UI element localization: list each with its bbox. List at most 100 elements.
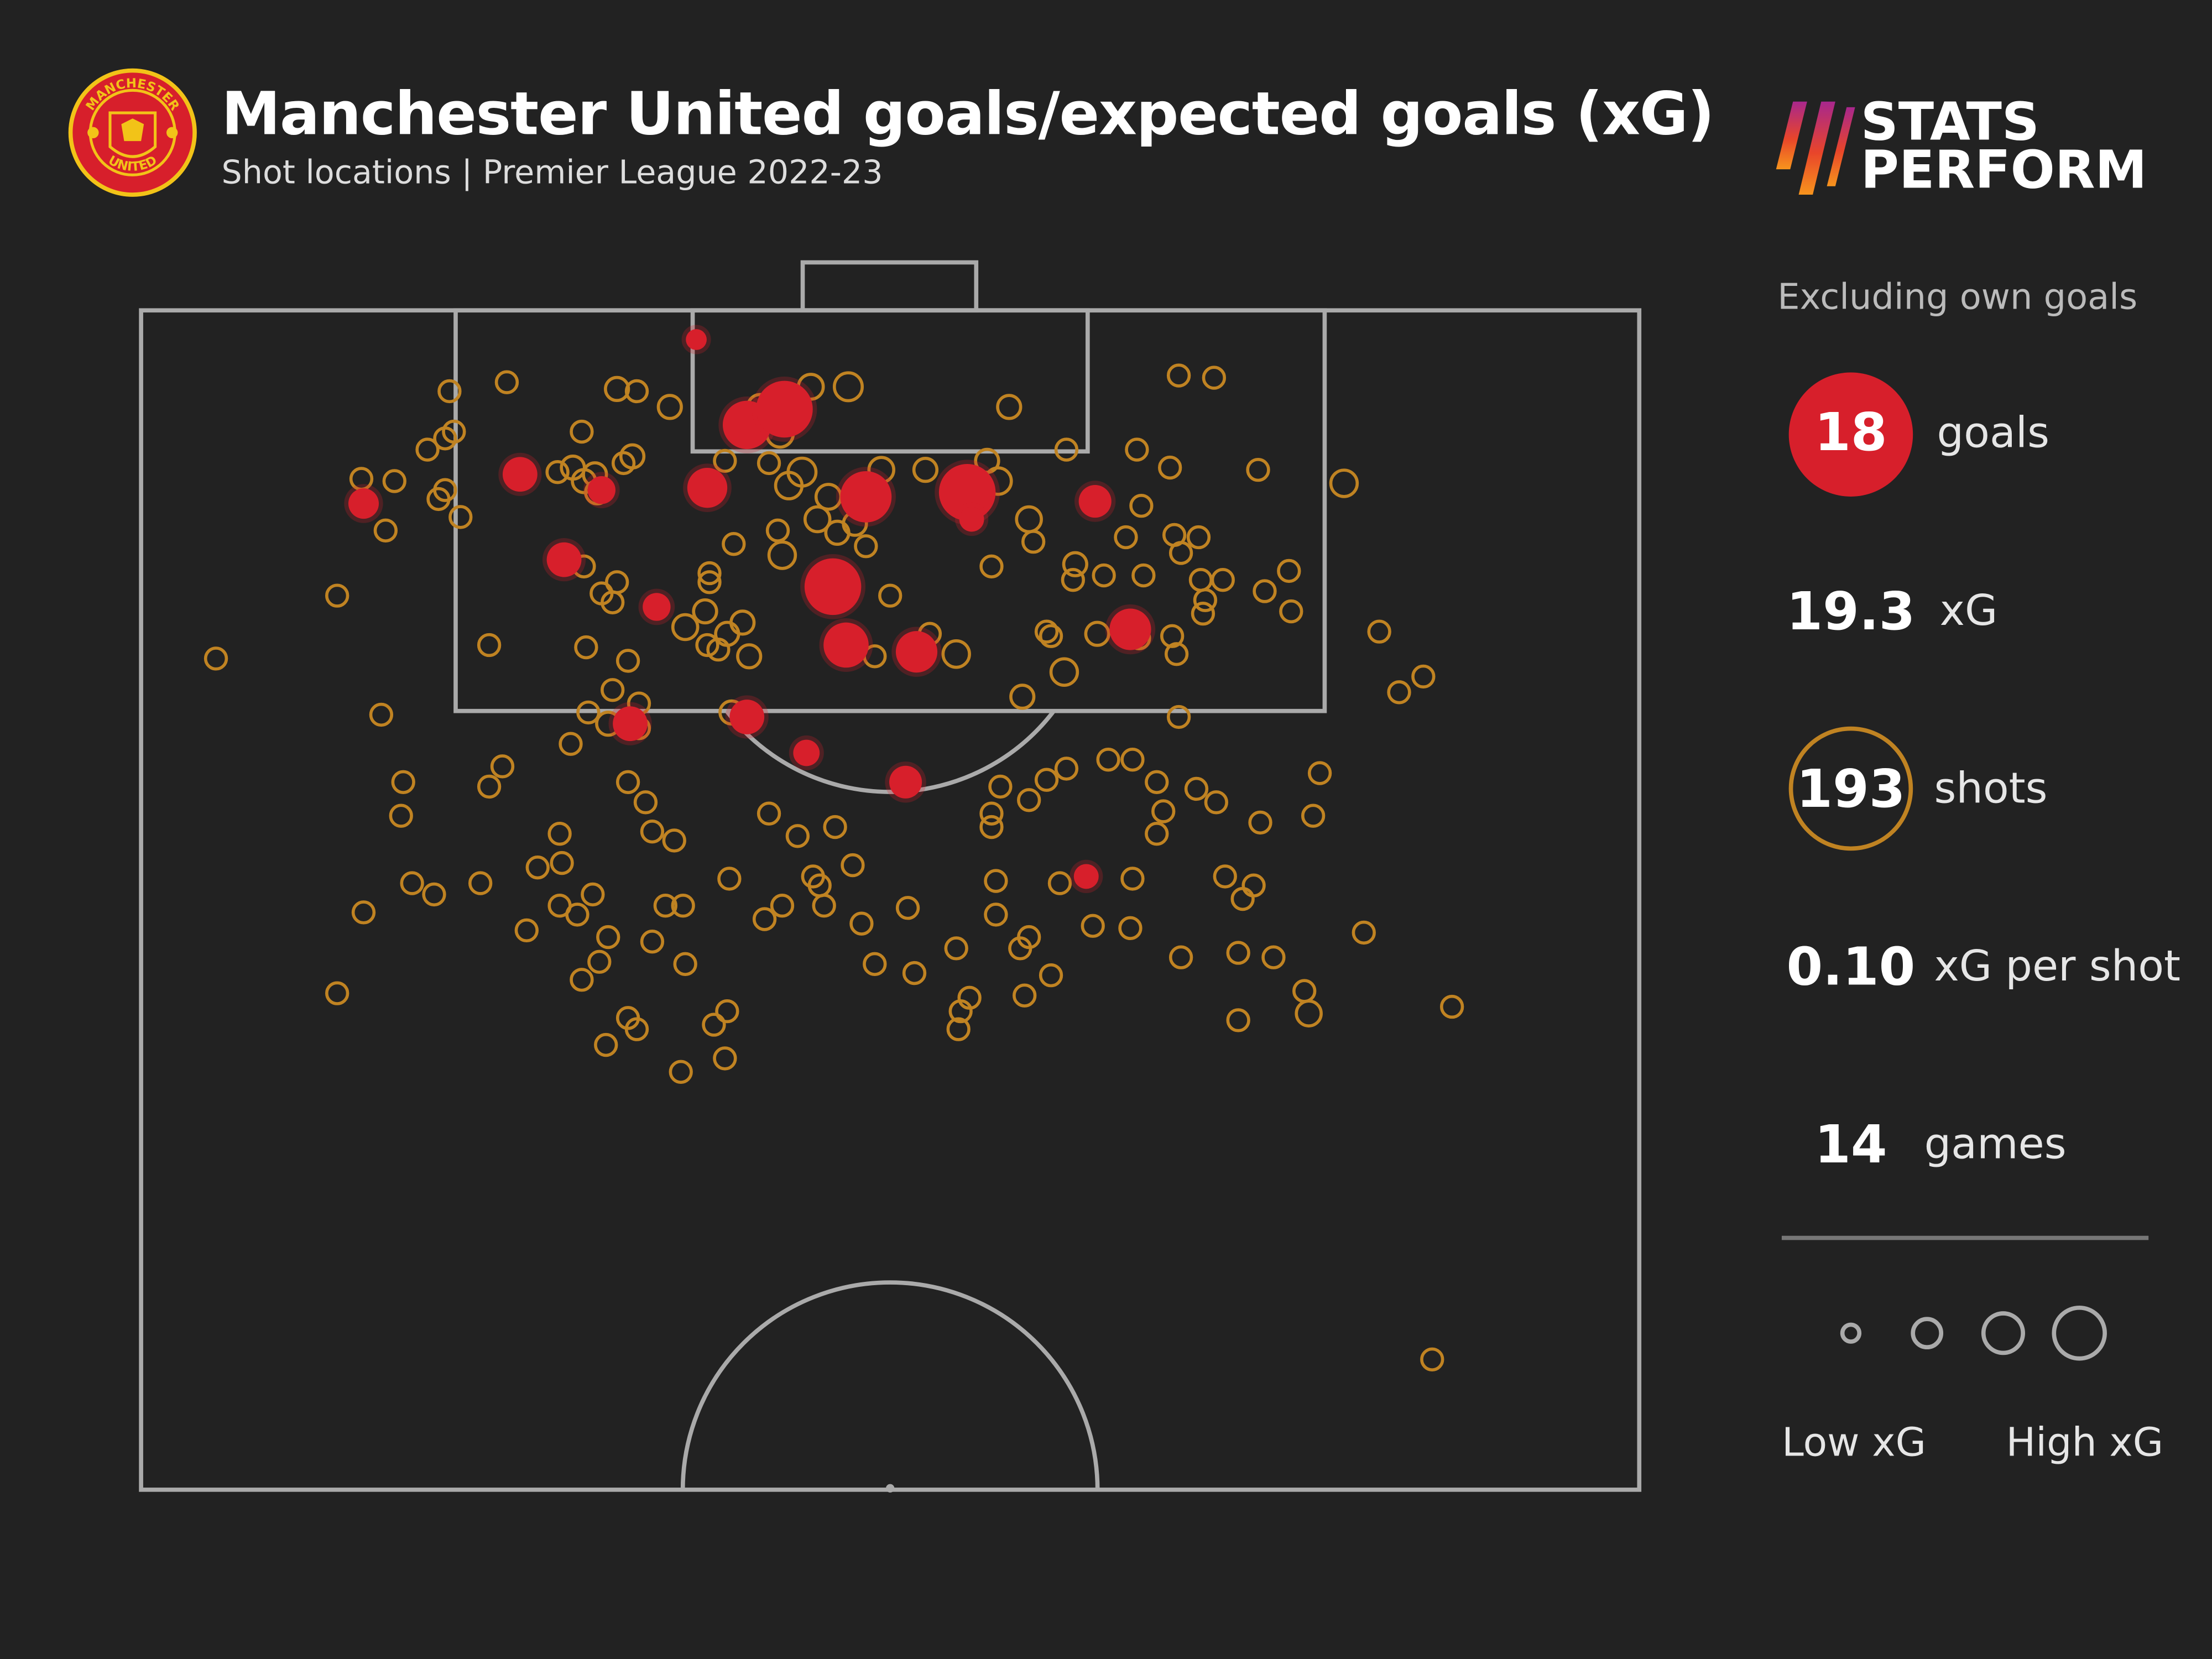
shot-point bbox=[671, 613, 700, 641]
shot-point bbox=[1420, 1347, 1444, 1371]
shot-point bbox=[1301, 804, 1326, 828]
shot-point bbox=[1292, 979, 1317, 1003]
shot-point bbox=[325, 981, 349, 1005]
shot-point bbox=[1049, 657, 1079, 687]
shot-point bbox=[1034, 619, 1059, 644]
shot-point bbox=[1017, 925, 1041, 950]
shot-point bbox=[382, 469, 406, 493]
shot-point bbox=[697, 570, 722, 594]
shot-point bbox=[979, 554, 1004, 578]
shot-point bbox=[841, 853, 865, 878]
shot-point bbox=[1084, 620, 1110, 647]
shot-point bbox=[1145, 822, 1169, 846]
shot-point bbox=[640, 930, 665, 954]
shot-point bbox=[662, 828, 686, 853]
shot-point bbox=[1168, 945, 1193, 969]
shot-point bbox=[1184, 776, 1209, 801]
shot-point bbox=[736, 643, 763, 670]
shot-point bbox=[653, 894, 677, 918]
shot-point bbox=[1241, 873, 1266, 898]
shot-point bbox=[1411, 664, 1436, 689]
shot-point bbox=[545, 460, 570, 484]
shot-point bbox=[1439, 994, 1464, 1019]
goal-point bbox=[348, 488, 379, 519]
pitch-lines bbox=[139, 260, 1642, 1492]
goal-point bbox=[895, 631, 938, 673]
shot-point bbox=[1013, 983, 1037, 1008]
shot-point bbox=[1202, 366, 1227, 390]
brand-line-1: STATS bbox=[1860, 91, 2039, 153]
shot-point bbox=[854, 534, 878, 559]
goals-layer bbox=[344, 325, 1156, 893]
shot-point bbox=[477, 633, 502, 658]
goal-point bbox=[938, 463, 996, 521]
shot-point bbox=[941, 639, 971, 669]
goals-label: goals bbox=[1937, 409, 2049, 459]
shot-point bbox=[433, 478, 457, 502]
shot-point bbox=[1191, 601, 1215, 626]
shot-point bbox=[1307, 761, 1332, 785]
shot-point bbox=[878, 583, 902, 608]
shot-point bbox=[706, 637, 731, 662]
goal-point bbox=[502, 457, 538, 492]
goal-point bbox=[686, 329, 707, 350]
shot-point bbox=[525, 855, 550, 880]
shot-point bbox=[448, 505, 473, 529]
shot-point bbox=[757, 801, 781, 826]
shot-point bbox=[468, 871, 493, 895]
legend-size-marker bbox=[1840, 1322, 1862, 1344]
goal-point bbox=[1078, 484, 1112, 518]
shot-point bbox=[1131, 563, 1156, 588]
shot-point bbox=[494, 370, 519, 394]
shot-point bbox=[1188, 568, 1213, 592]
shot-point bbox=[1054, 437, 1079, 462]
shot-point bbox=[671, 894, 695, 918]
xg-value: 19.3 bbox=[1786, 581, 1916, 642]
shot-point bbox=[1092, 563, 1116, 588]
games-value: 14 bbox=[1814, 1114, 1887, 1175]
shot-point bbox=[812, 894, 836, 918]
shot-point bbox=[807, 873, 832, 898]
shot-point bbox=[757, 451, 781, 476]
shot-point bbox=[619, 443, 646, 469]
shot-point bbox=[785, 824, 810, 848]
shot-point bbox=[1081, 914, 1105, 938]
shot-point bbox=[692, 598, 718, 625]
penalty-arc bbox=[724, 709, 1056, 794]
goal-point bbox=[1073, 864, 1099, 889]
shot-point bbox=[767, 540, 797, 570]
shot-point bbox=[729, 609, 756, 636]
shot-point bbox=[594, 1032, 618, 1057]
xg-per-shot-label: xG per shot bbox=[1934, 942, 2181, 992]
goal-point bbox=[587, 476, 615, 504]
shot-point bbox=[624, 379, 649, 404]
goal-point bbox=[840, 471, 892, 523]
shot-point bbox=[765, 518, 790, 542]
shot-point bbox=[912, 457, 939, 483]
shot-point bbox=[477, 774, 502, 799]
legend-size-marker bbox=[1981, 1311, 2025, 1355]
excluding-note: Excluding own goals bbox=[1777, 276, 2138, 317]
shot-point bbox=[984, 869, 1008, 893]
shot-point bbox=[204, 646, 228, 671]
shot-point bbox=[550, 851, 574, 875]
shot-point bbox=[565, 902, 589, 927]
shot-point bbox=[351, 900, 376, 925]
shot-point bbox=[863, 952, 887, 976]
goals-badge bbox=[1788, 372, 1913, 497]
shot-point bbox=[1186, 525, 1211, 550]
shot-point bbox=[1329, 468, 1359, 498]
shot-point bbox=[713, 448, 737, 473]
stats-divider bbox=[1781, 1235, 2149, 1240]
team-crest-icon: MANCHESTER UNITED bbox=[68, 68, 197, 197]
shot-point bbox=[611, 451, 636, 476]
shot-point bbox=[437, 379, 462, 404]
shot-point bbox=[1009, 684, 1036, 710]
goal-point bbox=[959, 507, 984, 532]
shot-point bbox=[1248, 810, 1272, 835]
shot-point bbox=[717, 867, 742, 891]
shot-point bbox=[633, 790, 658, 815]
shot-point bbox=[547, 822, 572, 846]
shot-point bbox=[946, 1017, 971, 1041]
